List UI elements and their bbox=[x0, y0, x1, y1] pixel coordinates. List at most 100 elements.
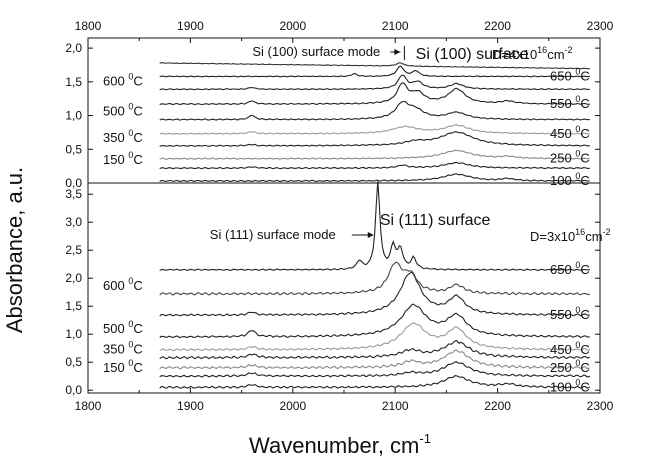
top-x-tick-label: 1800 bbox=[75, 19, 102, 33]
si111-dose-label: D=3x1016cm-2 bbox=[530, 227, 611, 244]
si111-y-tick-label: 0,5 bbox=[65, 355, 82, 369]
si111-left-temp-label: 150 0C bbox=[103, 358, 143, 375]
top-x-tick-label: 2000 bbox=[279, 19, 306, 33]
bottom-x-tick-label: 2200 bbox=[484, 399, 511, 413]
x-axis-title-sup: -1 bbox=[419, 431, 431, 446]
si100-right-temp-label: 250 0C bbox=[550, 149, 590, 166]
temp-unit: C bbox=[580, 68, 589, 83]
si100-panel-title: Si (100) surface bbox=[416, 46, 529, 63]
plot-frame bbox=[87, 37, 601, 394]
si111-panel-title: Si (111) surface bbox=[380, 212, 491, 229]
dose-unit: cm bbox=[547, 47, 564, 62]
bottom-x-tick-label: 2000 bbox=[279, 399, 306, 413]
si100-left-temp-label: 500 0C bbox=[103, 102, 143, 119]
si100-y-tick-label: 1,5 bbox=[65, 75, 82, 89]
temp-unit: C bbox=[133, 278, 142, 293]
temp-value: 100 bbox=[550, 379, 575, 394]
si100-right-temp-label: 550 0C bbox=[550, 94, 590, 111]
temp-unit: C bbox=[133, 104, 142, 119]
si100-right-temp-label: 100 0C bbox=[550, 171, 590, 188]
si111-series-150 bbox=[159, 360, 591, 378]
temp-degree: 0 bbox=[128, 340, 133, 350]
temp-value: 350 bbox=[103, 342, 128, 357]
si111-right-temp-label: 250 0C bbox=[550, 358, 590, 375]
top-x-tick-label: 2100 bbox=[382, 19, 409, 33]
dose-unit-exp: -2 bbox=[603, 227, 611, 237]
si111-right-temp-label: 550 0C bbox=[550, 305, 590, 322]
si100-series-450 bbox=[159, 124, 590, 135]
si100-series-650 bbox=[159, 65, 590, 78]
si100-left-temp-label: 350 0C bbox=[103, 128, 143, 145]
si100-left-temp-label: 150 0C bbox=[103, 150, 143, 167]
temp-value: 100 bbox=[550, 173, 575, 188]
temp-degree: 0 bbox=[575, 149, 580, 159]
si111-series-600 bbox=[159, 261, 591, 296]
temp-degree: 0 bbox=[575, 94, 580, 104]
si111-annotation: Si (111) surface mode bbox=[210, 227, 336, 242]
si111-y-tick-label: 2,0 bbox=[65, 271, 82, 285]
si111-left-temp-label: 500 0C bbox=[103, 319, 143, 336]
top-x-tick-label: 2300 bbox=[587, 19, 614, 33]
si100-y-tick-label: 2,0 bbox=[65, 41, 82, 55]
dose-base: D=4x10 bbox=[492, 47, 537, 62]
temp-unit: C bbox=[133, 130, 142, 145]
temp-unit: C bbox=[133, 73, 142, 88]
temp-value: 500 bbox=[103, 321, 128, 336]
temp-degree: 0 bbox=[575, 260, 580, 270]
si100-series-top bbox=[159, 62, 590, 70]
temp-value: 250 bbox=[550, 360, 575, 375]
temp-degree: 0 bbox=[575, 124, 580, 134]
si100-series-350 bbox=[159, 131, 591, 147]
temp-value: 450 bbox=[550, 126, 575, 141]
temp-unit: C bbox=[133, 321, 142, 336]
temp-degree: 0 bbox=[575, 340, 580, 350]
x-axis-title-main: Wavenumber, cm bbox=[249, 433, 419, 458]
si111-right-temp-label: 650 0C bbox=[550, 260, 590, 277]
top-x-tick-label: 2200 bbox=[484, 19, 511, 33]
temp-value: 650 bbox=[550, 262, 575, 277]
temp-value: 550 bbox=[550, 307, 575, 322]
si100-y-tick-label: 0,0 bbox=[65, 176, 82, 190]
temp-degree: 0 bbox=[575, 66, 580, 76]
si100-series-150 bbox=[159, 162, 590, 170]
dose-base: D=3x10 bbox=[530, 229, 575, 244]
temp-value: 150 bbox=[103, 152, 128, 167]
si111-series-250 bbox=[159, 349, 590, 370]
si100-series-100 bbox=[159, 173, 590, 183]
temp-value: 550 bbox=[550, 96, 575, 111]
si111-right-temp-label: 450 0C bbox=[550, 340, 590, 357]
si111-series-100 bbox=[159, 375, 590, 389]
temp-degree: 0 bbox=[128, 358, 133, 368]
temp-unit: C bbox=[580, 360, 589, 375]
temp-value: 600 bbox=[103, 278, 128, 293]
temp-value: 150 bbox=[103, 360, 128, 375]
bottom-x-tick-label: 2300 bbox=[587, 399, 614, 413]
axis-ticks: 1800 1800 1900 1900 2000 2000 2100 2100 2200 2200… bbox=[65, 19, 613, 413]
temp-unit: C bbox=[580, 151, 589, 166]
temp-unit: C bbox=[133, 342, 142, 357]
temp-degree: 0 bbox=[128, 276, 133, 286]
bottom-x-tick-label: 1800 bbox=[75, 399, 102, 413]
si111-right-temp-label: 100 0C bbox=[550, 377, 590, 394]
temp-degree: 0 bbox=[128, 150, 133, 160]
si111-y-tick-label: 2,5 bbox=[65, 243, 82, 257]
si100-left-temp-label: 600 0C bbox=[103, 71, 143, 88]
si100-y-tick-label: 0,5 bbox=[65, 142, 82, 156]
temp-degree: 0 bbox=[128, 71, 133, 81]
temp-unit: C bbox=[133, 360, 142, 375]
si111-y-tick-label: 3,0 bbox=[65, 215, 82, 229]
bottom-x-tick-label: 1900 bbox=[177, 399, 204, 413]
temp-value: 600 bbox=[103, 73, 128, 88]
dose-exp: 16 bbox=[537, 45, 547, 55]
temp-value: 250 bbox=[550, 151, 575, 166]
dose-unit-exp: -2 bbox=[565, 45, 573, 55]
si100-series-250 bbox=[159, 149, 590, 160]
bottom-x-tick-label: 2100 bbox=[382, 399, 409, 413]
si111-series-350 bbox=[159, 339, 591, 360]
si100-right-temp-label: 450 0C bbox=[550, 124, 590, 141]
temp-unit: C bbox=[580, 307, 589, 322]
temp-degree: 0 bbox=[128, 319, 133, 329]
temp-unit: C bbox=[133, 152, 142, 167]
si100-dose-label: D=4x1016cm-2 bbox=[492, 45, 573, 62]
